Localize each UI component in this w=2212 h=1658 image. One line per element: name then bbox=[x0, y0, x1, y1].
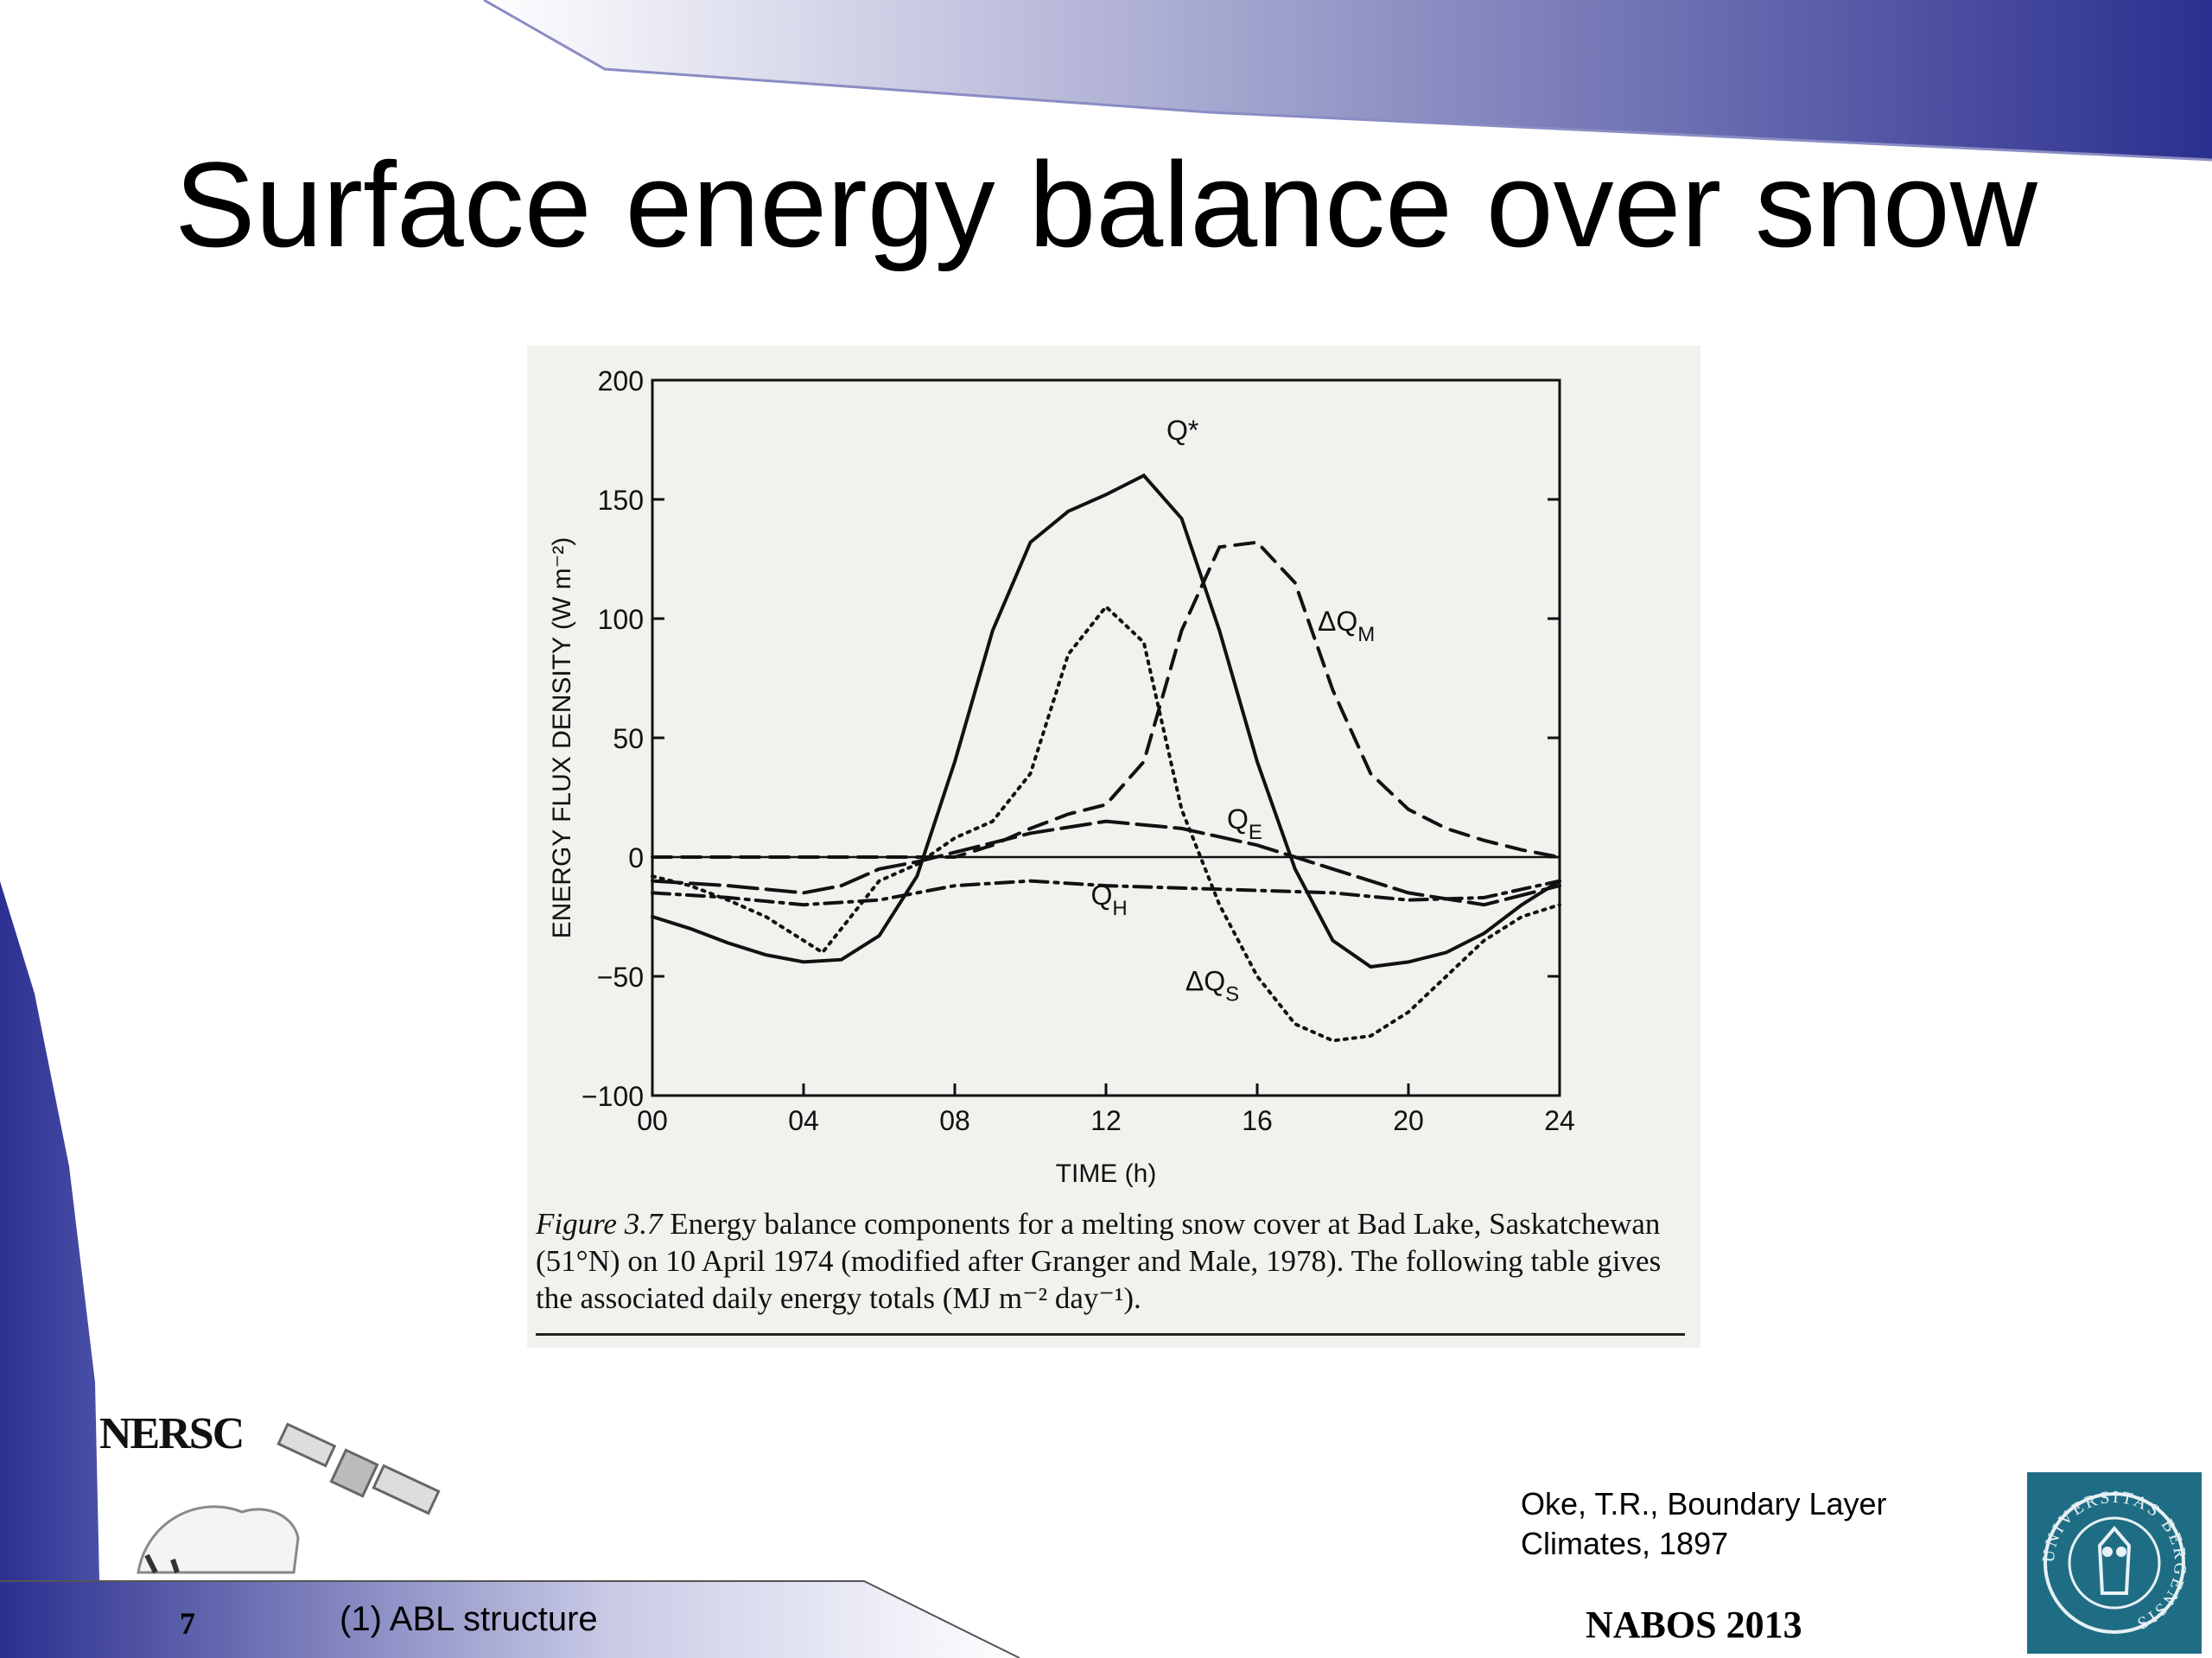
footer-event-name: NABOS 2013 bbox=[1586, 1604, 1802, 1646]
nersc-logo-text: NERSC bbox=[99, 1409, 245, 1458]
series-label: QH bbox=[1091, 880, 1128, 920]
series-line bbox=[651, 819, 1561, 907]
x-tick-label: 24 bbox=[1544, 1105, 1575, 1136]
x-tick-label: 12 bbox=[1090, 1105, 1122, 1136]
series-line bbox=[651, 473, 1561, 969]
uib-logo: UNIVERSITAS BERGENSIS bbox=[2027, 1472, 2202, 1654]
svg-text:UNIVERSITAS BERGENSIS: UNIVERSITAS BERGENSIS bbox=[2039, 1488, 2190, 1634]
polar-bear-icon bbox=[137, 1505, 300, 1574]
y-tick-label: 50 bbox=[613, 723, 644, 754]
series-label: QE bbox=[1227, 804, 1262, 844]
top-band-edge bbox=[483, 0, 2212, 162]
footer-section-title: (1) ABL structure bbox=[340, 1600, 598, 1638]
slide-title: Surface energy balance over snow bbox=[175, 137, 2037, 272]
top-band bbox=[484, 0, 2212, 160]
x-tick-label: 00 bbox=[637, 1105, 668, 1136]
x-tick-label: 20 bbox=[1393, 1105, 1424, 1136]
y-tick-label: −100 bbox=[582, 1081, 644, 1112]
bottom-band bbox=[0, 1581, 1020, 1658]
left-band bbox=[0, 881, 99, 1581]
series-label: ΔQM bbox=[1318, 606, 1375, 646]
plot-frame bbox=[651, 378, 1561, 1097]
bottom-band-edge bbox=[0, 1580, 1020, 1658]
y-tick-label: 150 bbox=[598, 485, 644, 516]
figure-caption: Figure 3.7 Energy balance components for… bbox=[536, 1205, 1685, 1317]
y-tick-label: 0 bbox=[628, 842, 644, 873]
x-axis-label: TIME (h) bbox=[1056, 1159, 1157, 1188]
y-axis-label: ENERGY FLUX DENSITY (W m⁻²) bbox=[548, 537, 576, 939]
satellite-icon bbox=[276, 1422, 441, 1515]
y-tick-label: 100 bbox=[598, 604, 644, 635]
figure-caption-text: Energy balance components for a melting … bbox=[536, 1207, 1662, 1315]
x-tick-label: 04 bbox=[788, 1105, 819, 1136]
uib-seal-icon: UNIVERSITAS BERGENSIS bbox=[2039, 1488, 2190, 1634]
x-tick-label: 16 bbox=[1242, 1105, 1273, 1136]
y-tick-label: −50 bbox=[597, 962, 644, 993]
figure-caption-label: Figure 3.7 bbox=[536, 1207, 663, 1241]
x-tick-label: 08 bbox=[939, 1105, 970, 1136]
uib-seal-text: UNIVERSITAS BERGENSIS bbox=[2039, 1488, 2188, 1634]
nersc-logo-icon bbox=[137, 1422, 441, 1574]
figure-scan bbox=[527, 346, 1700, 1348]
caption-rule bbox=[536, 1333, 1685, 1336]
source-citation: Oke, T.R., Boundary Layer Climates, 1897 bbox=[1521, 1486, 1887, 1561]
series-line bbox=[651, 879, 1561, 907]
series-line bbox=[651, 540, 1561, 859]
series-label: Q* bbox=[1166, 415, 1198, 446]
series-label: ΔQS bbox=[1185, 966, 1239, 1007]
page-number: 7 bbox=[180, 1606, 195, 1641]
series-line bbox=[651, 604, 1561, 1043]
y-tick-label: 200 bbox=[598, 365, 644, 397]
